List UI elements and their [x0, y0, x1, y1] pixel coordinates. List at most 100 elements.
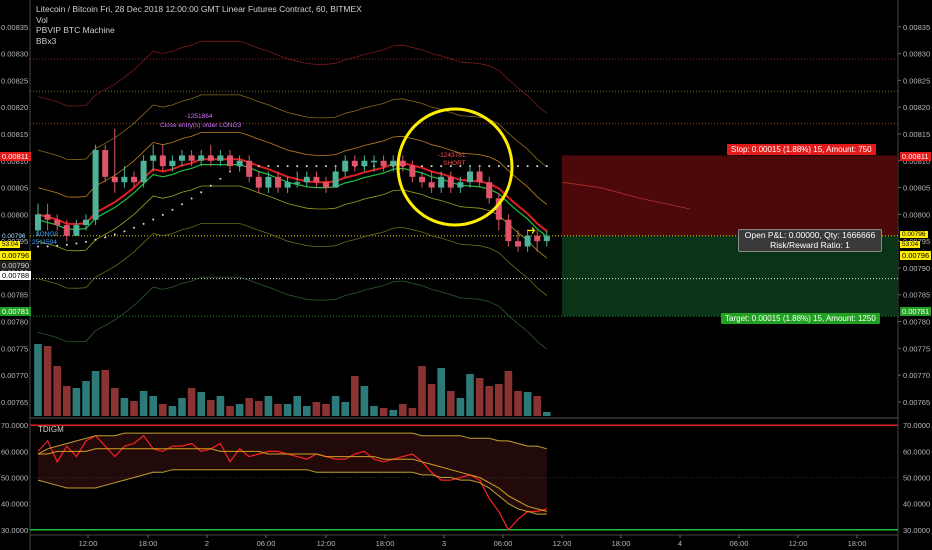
volume-bar: [111, 388, 119, 416]
indicator-title[interactable]: TDIGM: [38, 425, 64, 434]
tdi-line-signal: [38, 448, 547, 512]
volume-bar: [399, 404, 407, 416]
volume-bar: [216, 396, 225, 416]
tdi-tick-label-right: 40.0000: [903, 500, 930, 509]
candle-body: [140, 160, 147, 183]
volume-bar: [91, 371, 100, 416]
candle-body: [246, 160, 253, 177]
price-tick-label-right: 0.00785: [903, 291, 930, 300]
volume-bar: [120, 398, 129, 416]
candle-body: [543, 235, 550, 242]
candle-body: [159, 155, 166, 167]
volume-bar: [312, 402, 321, 416]
volume-bar: [178, 398, 186, 416]
candle-body: [313, 176, 320, 183]
candle-body: [83, 219, 89, 226]
chart-header: Litecoin / Bitcoin Fri, 28 Dec 2018 12:0…: [36, 4, 362, 46]
tdi-tick-label-right: 60.0000: [903, 447, 930, 456]
volume-bar: [130, 401, 138, 416]
volume-bar: [495, 384, 503, 416]
candle-body: [351, 160, 358, 167]
tdi-tick-label-left: 60.0000: [1, 447, 28, 456]
sar-dot: [113, 233, 116, 236]
price-tick-label-right: 0.00780: [903, 318, 930, 327]
price-tick-label-left: 0.00815: [1, 130, 28, 139]
tdi-tick-label-left: 70.0000: [1, 421, 28, 430]
highlight-circle: [396, 107, 514, 227]
candle-body: [150, 155, 157, 161]
sar-dot: [65, 243, 68, 246]
volume-bar: [427, 384, 436, 416]
sar-dot: [545, 165, 548, 168]
price-tick-label-right: 0.00770: [903, 371, 930, 380]
price-tick-label-right: 0.00805: [903, 184, 930, 193]
volume-bar: [82, 381, 90, 416]
candle-body: [131, 176, 137, 183]
sar-dot: [459, 165, 462, 168]
price-tick-label-left: 0.00805: [1, 184, 28, 193]
volume-bar: [255, 401, 263, 416]
candle-body: [495, 198, 502, 220]
price-tick-label-right: 0.00830: [903, 50, 930, 59]
price-tick-label-left: 0.00780: [1, 318, 28, 327]
volume-bar: [187, 388, 196, 416]
volume-bar: [514, 391, 522, 416]
candle-body: [534, 235, 541, 242]
study-bbx3[interactable]: BBx3: [36, 35, 57, 46]
sar-dot: [46, 245, 49, 248]
candle-body: [54, 219, 61, 226]
volume-bar: [370, 406, 378, 416]
tdi-tick-label-left: 50.0000: [1, 474, 28, 483]
sar-dot: [142, 222, 145, 225]
candle-body: [505, 219, 512, 242]
candle-body: [63, 225, 70, 236]
inner-band-upper: [37, 132, 548, 205]
study-vol[interactable]: Vol: [36, 14, 48, 25]
candle-body: [275, 176, 281, 188]
target-label[interactable]: Target: 0.00015 (1.88%) 15, Amount: 1250: [721, 313, 880, 324]
time-tick-label: 18:00: [848, 539, 867, 548]
study-pbvip[interactable]: PBVIP BTC Machine: [36, 25, 115, 35]
trend-line-red: [37, 158, 548, 232]
volume-bar: [197, 392, 205, 416]
sar-dot: [440, 165, 443, 168]
time-tick-label: 06:00: [730, 539, 749, 548]
volume-bar: [389, 410, 397, 416]
time-tick-label: 4: [678, 539, 682, 548]
time-tick-label: 2: [205, 539, 209, 548]
candle-body: [35, 214, 41, 231]
candle-body: [332, 171, 339, 188]
time-tick-label: 12:00: [789, 539, 808, 548]
outer-band-lower: [37, 276, 548, 350]
right-stop-price: 0.00811: [900, 152, 931, 161]
stop-label[interactable]: Stop: 0.00015 (1.88%) 15, Amount: 750: [727, 144, 876, 155]
candle-body: [294, 182, 301, 184]
right-target-price: 0.00781: [900, 307, 932, 316]
tdi-line-upper: [37, 432, 547, 455]
volume-bar: [264, 396, 273, 416]
sar-dot: [75, 242, 78, 245]
candle-body: [236, 160, 243, 167]
volume-bar: [447, 391, 455, 416]
sar-dot: [104, 236, 107, 239]
time-tick-label: 12:00: [79, 539, 98, 548]
short-order-text: SHORT: [443, 160, 466, 167]
candle-body: [447, 176, 454, 188]
right-entry-label: 0.00796: [900, 231, 928, 238]
candle-body: [102, 150, 109, 177]
sar-dot: [421, 165, 423, 168]
volume-bar: [53, 366, 61, 416]
candle-body: [380, 160, 387, 167]
volume-bar: [168, 406, 177, 416]
price-tick-label-right: 0.00790: [903, 264, 930, 273]
price-tick-label-right: 0.00800: [903, 210, 930, 219]
sar-dot: [56, 244, 59, 247]
sar-dot: [161, 213, 164, 216]
price-tick-label-left: 0.00785: [1, 291, 28, 300]
open-pnl-box[interactable]: Open P&L: 0.00000, Qty: 1666666 Risk/Rew…: [738, 229, 882, 252]
volume-bar: [418, 366, 426, 416]
candle-body: [515, 241, 521, 247]
sar-dot: [181, 203, 183, 206]
price-tick-label-right: 0.00810: [903, 157, 930, 166]
